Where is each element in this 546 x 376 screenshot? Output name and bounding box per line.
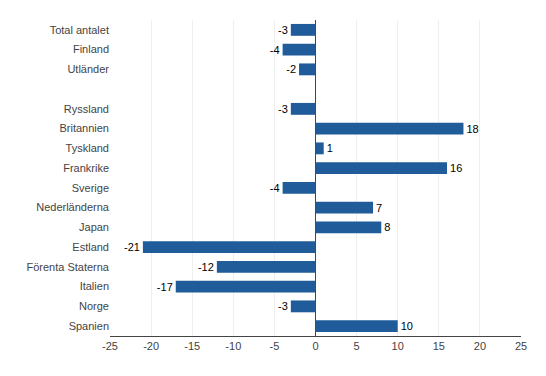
svg-text:Finland: Finland [73, 43, 109, 55]
svg-text:Förenta Staterna: Förenta Staterna [26, 261, 109, 273]
svg-text:-5: -5 [270, 340, 280, 352]
svg-text:Total antalet: Total antalet [50, 24, 109, 36]
svg-text:-3: -3 [278, 300, 288, 312]
svg-text:18: 18 [466, 123, 478, 135]
svg-text:15: 15 [433, 340, 445, 352]
svg-text:Frankrike: Frankrike [63, 162, 109, 174]
svg-text:-15: -15 [184, 340, 200, 352]
svg-text:Japan: Japan [79, 221, 109, 233]
svg-text:10: 10 [392, 340, 404, 352]
svg-text:1: 1 [327, 142, 333, 154]
svg-text:-3: -3 [278, 103, 288, 115]
svg-text:Norge: Norge [79, 300, 109, 312]
svg-text:20: 20 [474, 340, 486, 352]
svg-text:-21: -21 [124, 241, 140, 253]
svg-text:-12: -12 [198, 261, 214, 273]
svg-text:-17: -17 [157, 281, 173, 293]
svg-text:-3: -3 [278, 24, 288, 36]
svg-text:8: 8 [384, 221, 390, 233]
svg-text:0: 0 [312, 340, 318, 352]
svg-text:Sverige: Sverige [72, 182, 109, 194]
svg-text:-2: -2 [286, 63, 296, 75]
svg-text:7: 7 [376, 202, 382, 214]
svg-text:25: 25 [515, 340, 527, 352]
svg-text:Ryssland: Ryssland [64, 103, 109, 115]
svg-text:10: 10 [401, 320, 413, 332]
svg-text:Spanien: Spanien [69, 320, 109, 332]
svg-text:-4: -4 [270, 182, 280, 194]
svg-text:-20: -20 [143, 340, 159, 352]
svg-text:Nederländerna: Nederländerna [36, 201, 110, 213]
svg-text:Italien: Italien [80, 280, 109, 292]
svg-text:-4: -4 [270, 44, 280, 56]
svg-text:5: 5 [354, 340, 360, 352]
svg-text:16: 16 [450, 162, 462, 174]
svg-text:Britannien: Britannien [59, 122, 109, 134]
svg-text:-10: -10 [225, 340, 241, 352]
svg-text:Estland: Estland [72, 241, 109, 253]
svg-text:Utländer: Utländer [67, 63, 109, 75]
svg-text:-25: -25 [102, 340, 118, 352]
svg-text:Tyskland: Tyskland [66, 142, 109, 154]
